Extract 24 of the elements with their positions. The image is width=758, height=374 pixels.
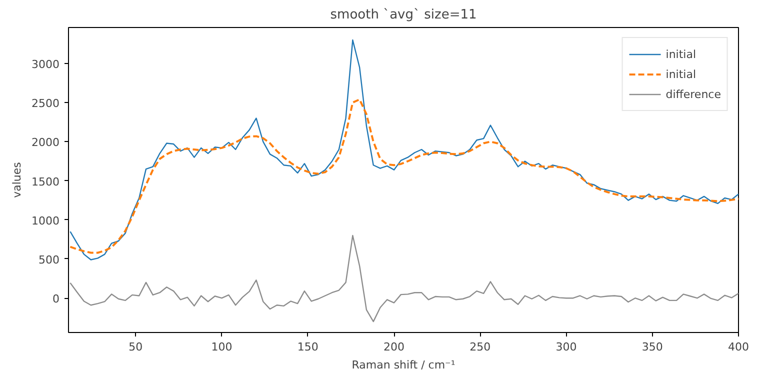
x-tick-label: 300 — [556, 340, 577, 354]
line-series — [70, 234, 738, 322]
x-tick-label: 50 — [128, 340, 143, 354]
x-tick-label: 200 — [384, 340, 405, 354]
legend-label: initial — [666, 48, 696, 60]
line-series — [69, 98, 738, 254]
chart-title: smooth `avg` size=11 — [330, 8, 477, 22]
y-tick-label: 1000 — [32, 214, 60, 228]
y-tick-label: 3000 — [32, 58, 60, 71]
line-series — [70, 39, 738, 260]
y-tick-label: 500 — [38, 253, 60, 266]
y-tick-label: 1500 — [32, 175, 60, 188]
legend-label: difference — [666, 88, 721, 100]
y-tick-label: 2500 — [32, 97, 60, 110]
y-tick-label: 0 — [52, 292, 60, 306]
x-tick-label: 350 — [642, 340, 663, 354]
legend-label: initial — [666, 68, 696, 80]
y-axis-title: values — [10, 162, 24, 198]
x-tick-label: 250 — [470, 340, 491, 354]
x-tick-label: 400 — [728, 340, 749, 354]
x-tick-label: 150 — [297, 340, 318, 354]
y-tick-label: 2000 — [32, 136, 60, 150]
x-tick-label: 100 — [211, 340, 232, 354]
x-axis-title: Raman shift / cm⁻¹ — [352, 358, 456, 372]
